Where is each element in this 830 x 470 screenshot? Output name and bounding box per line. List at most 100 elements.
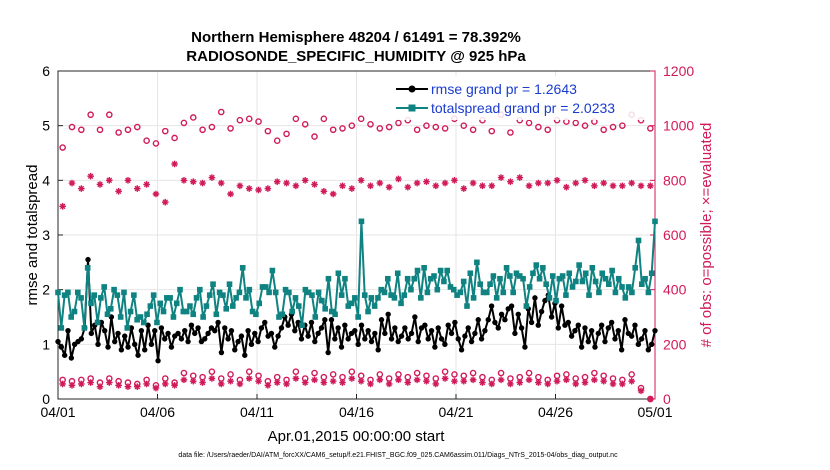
x-axis-ticks: 04/01 04/06 04/11 04/16 04/21 04/26 05/01 bbox=[40, 394, 673, 420]
totalspread-point bbox=[540, 265, 546, 271]
legend-rmse-marker bbox=[408, 85, 416, 93]
obs-possible-marker bbox=[245, 115, 253, 123]
totalspread-point bbox=[292, 295, 299, 301]
obs-evaluated-marker bbox=[404, 379, 412, 386]
totalspread-point bbox=[434, 286, 441, 293]
obs-evaluated-marker bbox=[283, 380, 290, 388]
legend-box bbox=[392, 76, 650, 120]
totalspread-point bbox=[368, 295, 375, 301]
totalspread-point bbox=[394, 270, 401, 277]
obs-evaluated-marker bbox=[245, 185, 253, 192]
rmse-point bbox=[495, 325, 501, 331]
y-left-axis-ticks: 0 1 2 3 4 5 6 bbox=[42, 63, 63, 407]
totalspread-point bbox=[183, 308, 190, 315]
chart-title: Northern Hemisphere 48204 / 61491 = 78.3… bbox=[191, 29, 521, 46]
totalspread-point bbox=[573, 278, 579, 285]
rmse-point bbox=[638, 336, 645, 342]
obs-evaluated-marker bbox=[255, 377, 262, 385]
rmse-point bbox=[118, 347, 125, 353]
obs-evaluated-marker bbox=[460, 377, 468, 385]
totalspread-point bbox=[447, 284, 454, 290]
obs-evaluated-marker bbox=[311, 376, 318, 384]
totalspread-point bbox=[61, 292, 68, 298]
totalspread-point bbox=[520, 275, 526, 282]
rmse-point bbox=[185, 338, 191, 345]
totalspread-point bbox=[272, 289, 279, 296]
totalspread-point bbox=[81, 325, 88, 331]
obs-possible-marker bbox=[189, 114, 197, 121]
totalspread-line bbox=[57, 220, 656, 329]
rmse-point bbox=[425, 336, 431, 342]
obs-evaluated-marker bbox=[497, 376, 505, 384]
x-tick-label: 04/11 bbox=[240, 404, 274, 420]
totalspread-point bbox=[371, 303, 378, 309]
rmse-point bbox=[255, 338, 261, 345]
totalspread-point bbox=[124, 325, 131, 331]
obs-evaluated-marker bbox=[236, 182, 244, 190]
obs-possible-marker bbox=[255, 118, 262, 125]
rmse-point bbox=[312, 338, 318, 345]
rmse-point bbox=[355, 341, 361, 348]
totalspread-point bbox=[140, 319, 147, 326]
totalspread-point bbox=[421, 265, 427, 271]
totalspread-point bbox=[328, 308, 335, 315]
y-right-tick-label: 200 bbox=[663, 336, 687, 352]
obs-evaluated-marker bbox=[432, 380, 440, 388]
totalspread-point bbox=[451, 286, 457, 293]
obs-evaluated-marker bbox=[96, 181, 104, 188]
totalspread-point bbox=[282, 286, 289, 293]
totalspread-point bbox=[642, 275, 648, 282]
totalspread-point bbox=[276, 314, 282, 320]
obs-evaluated-marker bbox=[124, 177, 132, 184]
rmse-point bbox=[168, 344, 175, 350]
obs-possible-marker bbox=[273, 137, 281, 144]
x-tick-label: 04/16 bbox=[339, 404, 374, 420]
rmse-point bbox=[115, 330, 121, 337]
totalspread-point bbox=[418, 295, 424, 301]
obs-evaluated-marker bbox=[647, 395, 654, 403]
rmse-point bbox=[322, 317, 328, 323]
totalspread-point bbox=[236, 289, 243, 296]
rmse-point bbox=[318, 325, 325, 331]
obs-possible-marker bbox=[525, 369, 533, 377]
obs-possible-marker bbox=[376, 125, 384, 132]
totalspread-point bbox=[563, 292, 569, 298]
obs-evaluated-marker bbox=[600, 377, 607, 385]
totalspread-point bbox=[460, 278, 467, 285]
rmse-point bbox=[125, 344, 131, 350]
rmse-point bbox=[615, 327, 622, 334]
rmse-point bbox=[632, 322, 638, 328]
obs-possible-marker bbox=[124, 126, 132, 134]
rmse-point bbox=[378, 317, 385, 323]
totalspread-point bbox=[98, 295, 104, 301]
obs-evaluated-marker bbox=[516, 174, 524, 181]
y-right-tick-label: 600 bbox=[663, 227, 687, 243]
totalspread-point bbox=[262, 284, 269, 290]
obs-possible-marker bbox=[423, 122, 430, 129]
totalspread-point bbox=[556, 275, 563, 282]
obs-possible-marker bbox=[283, 130, 290, 138]
totalspread-point bbox=[114, 292, 121, 298]
obs-evaluated-marker bbox=[292, 182, 300, 190]
rmse-point bbox=[502, 317, 508, 323]
rmse-point bbox=[445, 322, 451, 328]
rmse-point bbox=[555, 325, 561, 331]
obs-possible-marker bbox=[451, 371, 458, 378]
obs-evaluated-marker bbox=[68, 382, 76, 389]
rmse-point bbox=[195, 325, 201, 331]
obs-evaluated-marker bbox=[628, 377, 635, 385]
totalspread-point bbox=[220, 292, 226, 298]
rmse-point bbox=[192, 330, 198, 337]
totalspread-point bbox=[431, 273, 437, 279]
rmse-point bbox=[405, 336, 411, 342]
totalspread-point bbox=[523, 303, 530, 309]
obs-evaluated-marker bbox=[637, 182, 645, 190]
obs-evaluated-marker bbox=[507, 380, 514, 388]
obs-evaluated-marker bbox=[357, 377, 365, 385]
rmse-point bbox=[95, 341, 101, 348]
obs-evaluated-marker bbox=[441, 179, 449, 187]
rmse-point bbox=[175, 330, 181, 337]
rmse-point bbox=[518, 325, 525, 331]
obs-evaluated-marker bbox=[376, 179, 384, 187]
obs-evaluated-marker bbox=[87, 379, 94, 386]
